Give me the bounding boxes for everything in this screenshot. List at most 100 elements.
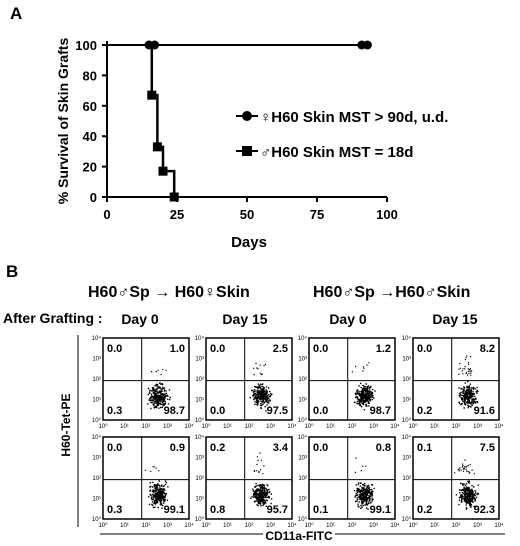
quadrant-lr-value: 92.3 — [474, 504, 495, 516]
x-tick-label: 10³ — [369, 424, 378, 430]
flow-cytometry-grid: Day 0 Day 15 Day 0 Day 150.0 1.00.3 98.710⁰10… — [59, 311, 505, 543]
y-tick-label: 10³ — [92, 456, 101, 462]
day-label: Day 0 — [121, 311, 159, 327]
x-tick-label: 10² — [348, 523, 357, 529]
x-tick-label: 10¹ — [223, 424, 232, 430]
y-tick-label: 10³ — [298, 456, 307, 462]
x-tick-label: 10³ — [473, 523, 482, 529]
x-tick-label: 10² — [348, 424, 357, 430]
x-tick-label: 10¹ — [326, 523, 335, 529]
legend-male-label: ♂H60 Skin MST = 18d — [260, 144, 413, 161]
plot-frame — [102, 337, 190, 421]
x-tick-label: 10³ — [266, 523, 275, 529]
quadrant-ur-value: 0.8 — [376, 442, 391, 454]
quadrant-ll-value: 0.2 — [417, 405, 432, 417]
y-tick-label: 10⁰ — [195, 417, 205, 424]
y-tick-label: 60 — [83, 99, 97, 114]
plot-frame — [308, 436, 396, 520]
x-tick-label: 10³ — [369, 523, 378, 529]
y-tick-label: 10¹ — [92, 398, 101, 404]
quadrant-ll-value: 0.3 — [107, 405, 122, 417]
quadrant-ul-value: 0.1 — [417, 442, 432, 454]
x-tick-label: 100 — [376, 207, 398, 222]
y-tick-label: 10³ — [298, 357, 307, 363]
y-axis-title: % Survival of Skin Grafts — [55, 38, 71, 205]
x-tick-label: 10⁴ — [287, 522, 297, 529]
quadrant-lr-value: 99.1 — [164, 504, 185, 516]
quadrant-lr-value: 99.1 — [370, 504, 391, 516]
x-tick-label: 10⁴ — [390, 423, 400, 430]
x-tick-label: 10⁰ — [304, 423, 314, 430]
y-tick-label: 80 — [83, 68, 97, 83]
plot-frame — [205, 337, 293, 421]
y-tick-label: 10¹ — [402, 398, 411, 404]
event-dots — [351, 362, 376, 411]
x-tick-label: 0 — [103, 207, 110, 222]
series-male-point — [158, 166, 168, 176]
x-tick-label: 25 — [170, 207, 184, 222]
x-tick-label: 10¹ — [120, 424, 129, 430]
x-tick-label: 10⁰ — [201, 423, 211, 430]
y-tick-label: 10⁴ — [298, 335, 308, 342]
quadrant-ul-value: 0.0 — [417, 343, 432, 355]
plot-frame — [412, 436, 500, 520]
y-tick-label: 10² — [298, 377, 307, 383]
quadrant-ul-value: 0.0 — [107, 343, 122, 355]
x-tick-label: 10⁴ — [494, 522, 504, 529]
legend-female-label: ♀H60 Skin MST > 90d, u.d. — [260, 109, 448, 126]
y-tick-label: 10¹ — [92, 497, 101, 503]
y-tick-label: 10³ — [92, 357, 101, 363]
y-tick-label: 10⁴ — [195, 335, 205, 342]
x-tick-label: 10¹ — [430, 523, 439, 529]
x-tick-label: 10⁴ — [184, 522, 194, 529]
day-label: Day 15 — [432, 311, 477, 327]
x-axis-title: CD11a-FITC — [265, 529, 333, 543]
quadrant-lr-value: 95.7 — [267, 504, 288, 516]
y-tick-label: 10⁴ — [92, 335, 102, 342]
quadrant-ll-value: 0.0 — [210, 405, 225, 417]
day-label: Day 0 — [329, 311, 367, 327]
event-dots — [458, 355, 479, 409]
y-tick-label: 10⁴ — [195, 434, 205, 441]
quadrant-ll-value: 0.0 — [313, 405, 328, 417]
y-tick-label: 10⁴ — [92, 434, 102, 441]
event-dots — [249, 362, 273, 412]
x-tick-label: 10⁴ — [494, 423, 504, 430]
x-axis-title: Days — [231, 234, 267, 251]
header-female-skin: H60♂Sp → H60♀Skin — [88, 284, 250, 301]
quadrant-lr-value: 98.7 — [370, 405, 391, 417]
x-tick-label: 10⁰ — [201, 522, 211, 529]
y-tick-label: 10³ — [402, 357, 411, 363]
y-tick-label: 10² — [195, 476, 204, 482]
series-male-point — [152, 142, 162, 152]
quadrant-ur-value: 2.5 — [273, 343, 288, 355]
x-tick-label: 10⁰ — [98, 423, 108, 430]
series-female-point — [362, 40, 372, 50]
x-tick-label: 50 — [240, 207, 254, 222]
x-tick-label: 10³ — [163, 523, 172, 529]
quadrant-ll-value: 0.1 — [313, 504, 328, 516]
x-tick-label: 10³ — [473, 424, 482, 430]
quadrant-lr-value: 91.6 — [474, 405, 495, 417]
quadrant-lr-value: 98.7 — [164, 405, 185, 417]
x-tick-label: 10² — [245, 523, 254, 529]
x-tick-label: 10³ — [163, 424, 172, 430]
y-tick-label: 10³ — [402, 456, 411, 462]
quadrant-ur-value: 8.2 — [480, 343, 495, 355]
y-tick-label: 20 — [83, 160, 97, 175]
y-tick-label: 10⁰ — [298, 516, 308, 523]
legend-male-marker — [242, 146, 252, 156]
y-tick-label: 10⁴ — [402, 434, 412, 441]
event-dots — [454, 459, 480, 510]
y-tick-label: 10² — [298, 476, 307, 482]
series-male-point — [147, 90, 157, 100]
x-tick-label: 10² — [245, 424, 254, 430]
x-tick-label: 10⁴ — [184, 423, 194, 430]
y-tick-label: 10⁰ — [402, 516, 412, 523]
plot-frame — [102, 436, 190, 520]
